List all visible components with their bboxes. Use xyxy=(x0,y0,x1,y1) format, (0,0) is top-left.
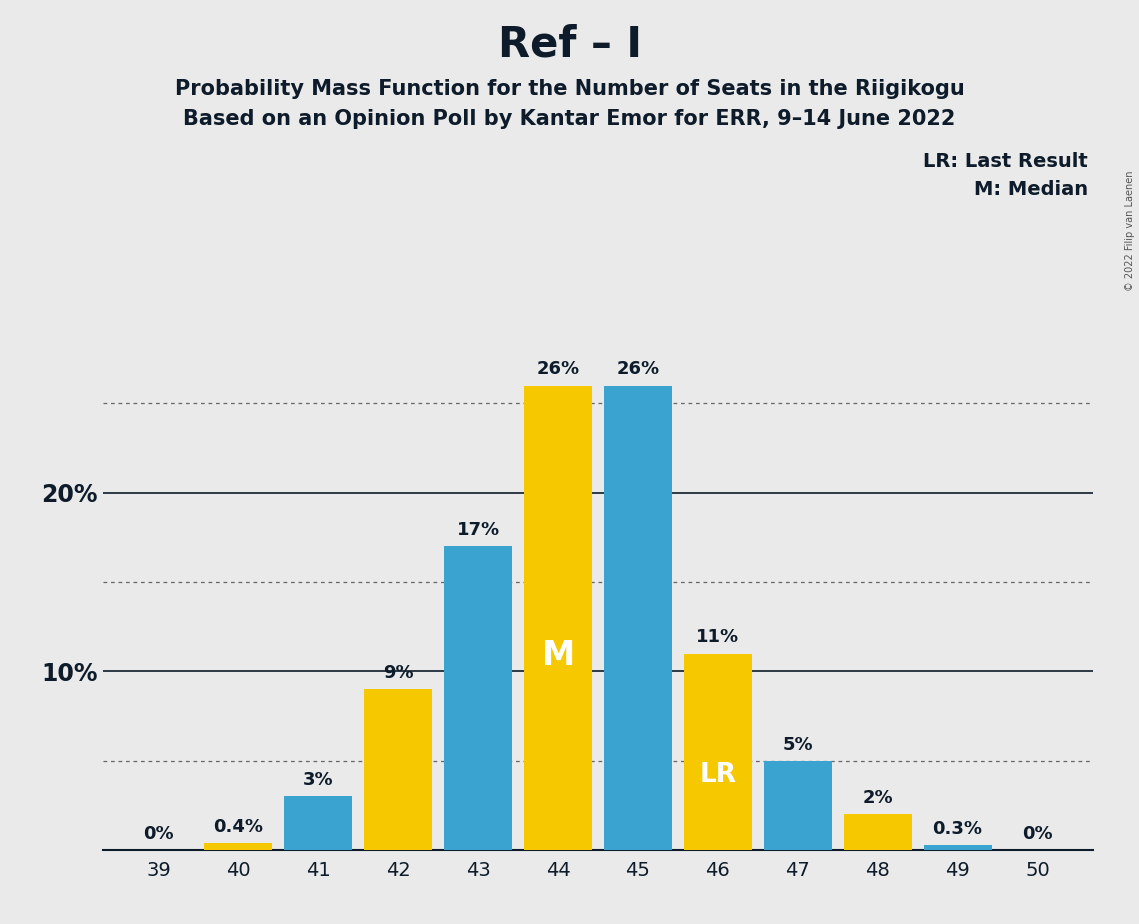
Bar xyxy=(604,385,672,850)
Text: 9%: 9% xyxy=(383,664,413,682)
Text: 5%: 5% xyxy=(782,736,813,754)
Text: 26%: 26% xyxy=(616,360,659,379)
Bar xyxy=(444,546,513,850)
Text: M: M xyxy=(541,638,575,672)
Bar xyxy=(844,814,911,850)
Bar xyxy=(924,845,992,850)
Text: LR: Last Result: LR: Last Result xyxy=(923,152,1088,172)
Bar xyxy=(285,796,352,850)
Text: Probability Mass Function for the Number of Seats in the Riigikogu: Probability Mass Function for the Number… xyxy=(174,79,965,99)
Text: 3%: 3% xyxy=(303,772,334,789)
Text: Ref – I: Ref – I xyxy=(498,23,641,65)
Text: LR: LR xyxy=(699,762,736,788)
Bar xyxy=(364,689,432,850)
Bar xyxy=(524,385,592,850)
Bar xyxy=(764,760,831,850)
Bar xyxy=(683,653,752,850)
Text: 11%: 11% xyxy=(696,628,739,647)
Text: Based on an Opinion Poll by Kantar Emor for ERR, 9–14 June 2022: Based on an Opinion Poll by Kantar Emor … xyxy=(183,109,956,129)
Text: 0%: 0% xyxy=(144,825,174,843)
Text: M: Median: M: Median xyxy=(974,180,1088,200)
Bar xyxy=(204,843,272,850)
Text: 2%: 2% xyxy=(862,789,893,808)
Text: 17%: 17% xyxy=(457,521,500,540)
Text: 26%: 26% xyxy=(536,360,580,379)
Text: 0%: 0% xyxy=(1022,825,1052,843)
Text: 0.3%: 0.3% xyxy=(933,820,983,837)
Text: © 2022 Filip van Laenen: © 2022 Filip van Laenen xyxy=(1125,171,1134,291)
Text: 0.4%: 0.4% xyxy=(213,818,263,836)
